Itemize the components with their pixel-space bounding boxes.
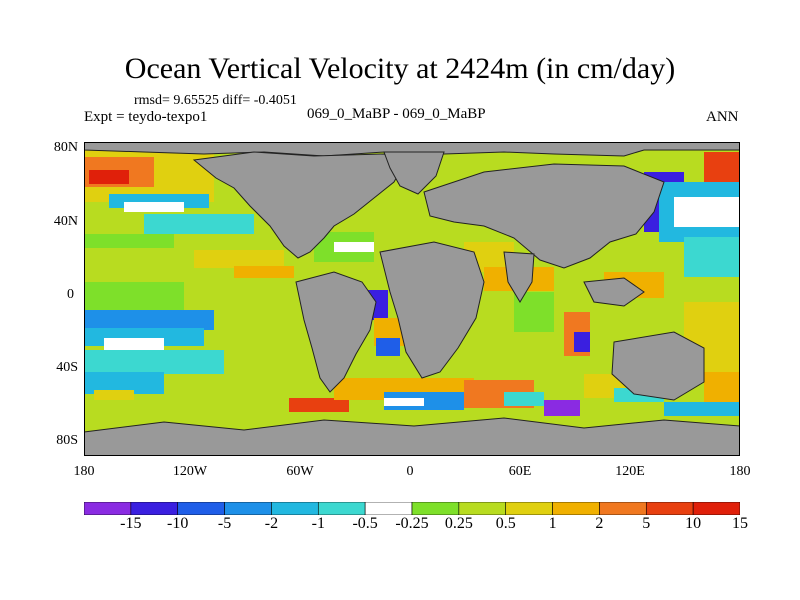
colorbar-swatch <box>177 502 225 515</box>
stats-label: rmsd= 9.65525 diff= -0.4051 <box>134 93 297 108</box>
lat-label-40s: 40S <box>56 360 78 375</box>
colorbar-label: 2 <box>595 515 604 532</box>
colorbar-swatch <box>411 502 460 515</box>
colorbar-label: 10 <box>685 515 702 532</box>
colorbar-label: -2 <box>264 515 279 532</box>
lon-label-60e: 60E <box>508 464 532 479</box>
lat-label-0: 0 <box>67 287 74 302</box>
colorbar-label: -1 <box>311 515 325 532</box>
colorbar-swatch <box>271 502 319 515</box>
colorbar-swatch <box>552 502 600 515</box>
colorbar-swatch <box>317 502 366 515</box>
lat-label-80n: 80N <box>53 140 78 155</box>
colorbar-label: 1 <box>548 515 557 532</box>
india <box>503 251 535 303</box>
lat-label-40n: 40N <box>53 214 78 229</box>
colorbar-label: -0.25 <box>395 515 429 532</box>
lon-label-120e: 120E <box>615 464 645 479</box>
colorbar-swatch <box>458 502 507 515</box>
colorbar-swatch <box>364 502 413 515</box>
colorbar-label: 5 <box>642 515 651 532</box>
lon-label-120w: 120W <box>172 464 208 479</box>
experiment-label: Expt = teydo-texpo1 <box>84 109 208 125</box>
center-label: 069_0_MaBP - 069_0_MaBP <box>307 106 486 122</box>
colorbar-swatch <box>84 502 132 515</box>
colorbar-swatch <box>505 502 553 515</box>
colorbar-label: 0.5 <box>495 515 516 532</box>
lon-label-180e: 180 <box>729 464 751 479</box>
colorbar-label: 15 <box>732 515 748 532</box>
land-masses <box>84 142 740 456</box>
maritime-continent <box>583 277 645 307</box>
colorbar-label: 0.25 <box>444 515 473 532</box>
south-america <box>295 271 377 393</box>
lon-label-180w: 180 <box>73 464 95 479</box>
colorbar <box>84 502 740 515</box>
antarctica <box>84 417 740 456</box>
lon-label-0: 0 <box>406 464 414 479</box>
map-title: Ocean Vertical Velocity at 2424m (in cm/… <box>124 52 676 85</box>
colorbar-label: -0.5 <box>352 515 378 532</box>
lat-label-80s: 80S <box>56 433 78 448</box>
colorbar-label: -5 <box>217 515 232 532</box>
colorbar-swatch <box>130 502 179 515</box>
colorbar-label: -10 <box>167 515 189 532</box>
colorbar-swatch <box>599 502 647 515</box>
north-america <box>192 151 405 259</box>
velocity-map <box>84 142 740 456</box>
lon-label-60w: 60W <box>286 464 314 479</box>
greenland <box>383 151 445 195</box>
colorbar-swatch <box>645 502 694 515</box>
season-label: ANN <box>706 109 739 125</box>
africa <box>379 241 485 379</box>
colorbar-swatch <box>224 502 272 515</box>
colorbar-swatch <box>692 502 740 515</box>
australia <box>611 331 705 401</box>
eurasia <box>423 163 665 269</box>
colorbar-label: -15 <box>120 515 142 532</box>
